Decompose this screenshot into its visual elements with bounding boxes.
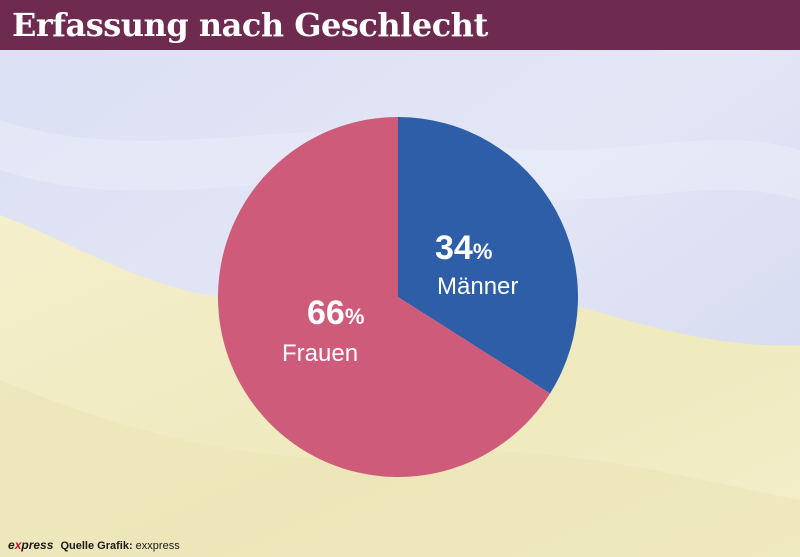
slice-label-maenner-value: 34% (435, 229, 492, 267)
brand-logo: express (8, 538, 54, 552)
slice-label-frauen-value: 66% (307, 294, 364, 332)
footer-credit: express Quelle Grafik: exxpress (8, 537, 180, 553)
pie-slice-maenner (398, 117, 579, 394)
value-frauen: 66 (307, 294, 345, 332)
source-label: Quelle Grafik: (60, 540, 133, 552)
unit-frauen: % (345, 304, 365, 329)
chart-title: Erfassung nach Geschlecht (12, 6, 488, 44)
slice-label-frauen-name: Frauen (282, 340, 358, 367)
slice-label-maenner-name: Männer (437, 273, 518, 300)
title-bar: Erfassung nach Geschlecht (0, 0, 800, 50)
pie-slice-frauen (218, 117, 550, 477)
unit-maenner: % (473, 239, 493, 264)
value-maenner: 34 (435, 229, 473, 267)
source-name: exxpress (135, 540, 180, 552)
